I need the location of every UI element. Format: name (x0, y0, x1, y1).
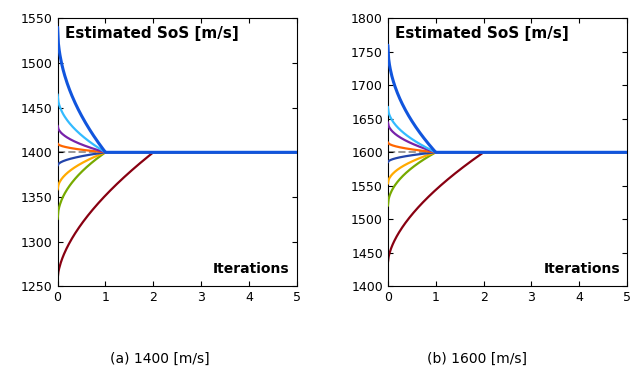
Text: (a) 1400 [m/s]: (a) 1400 [m/s] (110, 352, 210, 366)
Text: Estimated SoS [m/s]: Estimated SoS [m/s] (395, 26, 569, 41)
Text: Estimated SoS [m/s]: Estimated SoS [m/s] (65, 26, 239, 41)
Text: Iterations: Iterations (543, 262, 620, 276)
Text: Iterations: Iterations (213, 262, 290, 276)
Text: (b) 1600 [m/s]: (b) 1600 [m/s] (427, 352, 527, 366)
